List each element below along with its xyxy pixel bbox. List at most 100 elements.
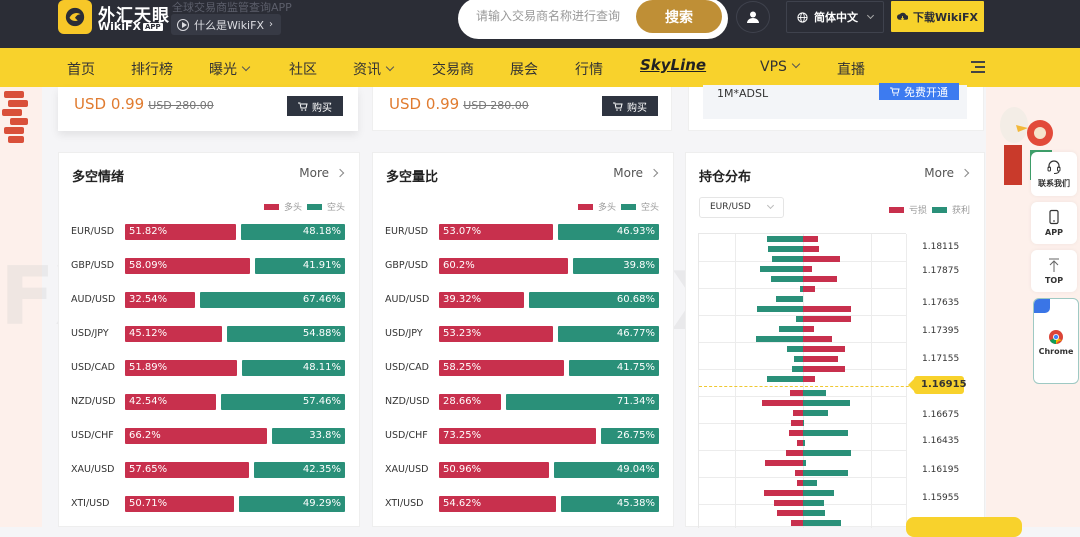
short-bar: 41.75%	[569, 360, 659, 376]
menu-icon[interactable]	[971, 61, 985, 73]
short-swatch	[620, 203, 636, 210]
nav-home[interactable]: 首页	[67, 62, 95, 78]
chrome-icon	[1049, 330, 1063, 345]
language-selector[interactable]: 简体中文	[786, 1, 884, 33]
grid-line	[906, 234, 907, 528]
position-bar	[768, 246, 803, 252]
ratio-row[interactable]: XTI/USD 54.62% 45.38%	[385, 495, 667, 513]
bottom-action-button[interactable]	[906, 517, 1022, 537]
ratio-row[interactable]: USD/JPY 45.12% 54.88%	[71, 325, 353, 343]
ratio-row[interactable]: NZD/USD 28.66% 71.34%	[385, 393, 667, 411]
app-button[interactable]: APP	[1031, 202, 1077, 244]
nav-community[interactable]: 社区	[289, 62, 317, 78]
grid-line	[699, 315, 906, 316]
ratio-row[interactable]: AUD/USD 32.54% 67.46%	[71, 291, 353, 309]
position-bar	[803, 430, 848, 436]
ratio-row[interactable]: USD/CHF 73.25% 26.75%	[385, 427, 667, 445]
ratio-row[interactable]: GBP/USD 58.09% 41.91%	[71, 257, 353, 275]
short-bar: 48.18%	[241, 224, 345, 240]
ratio-row[interactable]: XAU/USD 57.65% 42.35%	[71, 461, 353, 479]
search-input[interactable]	[476, 9, 636, 23]
more-label: More	[924, 166, 954, 180]
ratio-row[interactable]: XTI/USD 50.71% 49.29%	[71, 495, 353, 513]
ratio-row[interactable]: EUR/USD 53.07% 46.93%	[385, 223, 667, 241]
selected-pair: EUR/USD	[710, 202, 751, 212]
legend-short: 空头	[326, 203, 345, 213]
price-value: USD 0.99	[74, 95, 145, 113]
nav-brokers[interactable]: 交易商	[432, 62, 474, 78]
promo-price: USD 0.99 USD 280.00	[389, 95, 529, 113]
contact-us-button[interactable]: 联系我们	[1031, 152, 1077, 196]
app-badge: APP	[143, 23, 163, 31]
download-button[interactable]: 下载WikiFX	[891, 1, 984, 32]
legend-long: 多头	[283, 203, 302, 213]
pair-label: EUR/USD	[385, 226, 429, 237]
position-bar	[803, 236, 818, 242]
more-link[interactable]: More	[299, 166, 345, 180]
buy-button[interactable]: 购买	[602, 96, 658, 116]
long-bar: 53.23%	[439, 326, 553, 342]
nav-skyline[interactable]: SkyLine	[640, 56, 707, 74]
volume-ratio-card: 多空量比 More 多头 空头 EUR/USD 53.07% 46.93% GBP/U…	[372, 152, 674, 527]
nav-vps[interactable]: VPS	[760, 59, 801, 75]
pair-label: EUR/USD	[71, 226, 115, 237]
free-activate-button[interactable]: 免费开通	[879, 83, 959, 100]
short-bar: 26.75%	[601, 428, 659, 444]
wikifx-logo[interactable]	[58, 0, 92, 34]
chrome-label: Chrome	[1038, 347, 1074, 356]
long-bar: 54.62%	[439, 496, 556, 512]
pair-label: AUD/USD	[71, 294, 116, 305]
ratio-row[interactable]: XAU/USD 50.96% 49.04%	[385, 461, 667, 479]
position-bar	[765, 460, 803, 466]
nav-exposure[interactable]: 曝光	[209, 59, 251, 79]
app-label: APP	[1045, 228, 1063, 237]
position-bar	[803, 326, 814, 332]
pair-select[interactable]: EUR/USD	[699, 197, 784, 218]
vps-promo-card: USD 0.99 USD 280.00 购买	[58, 87, 358, 131]
position-bar	[803, 376, 815, 382]
top-label: TOP	[1044, 276, 1064, 285]
pair-label: USD/CAD	[385, 362, 429, 373]
chrome-extension-button[interactable]: Chrome	[1033, 298, 1079, 384]
pair-label: GBP/USD	[71, 260, 115, 271]
nav-news[interactable]: 资讯	[353, 59, 395, 79]
position-bar	[767, 236, 803, 242]
ratio-row[interactable]: USD/CAD 58.25% 41.75%	[385, 359, 667, 377]
card-title: 多空量比	[386, 170, 439, 185]
position-bar	[803, 420, 804, 426]
card-title: 持仓分布	[699, 170, 752, 185]
more-label: More	[613, 166, 643, 180]
search-button[interactable]: 搜索	[636, 0, 722, 33]
more-link[interactable]: More	[924, 166, 970, 180]
what-is-wikifx-link[interactable]: 什么是WikiFX ›	[171, 14, 281, 35]
nav-expo[interactable]: 展会	[510, 62, 538, 78]
grid-line	[735, 234, 736, 528]
nav-live[interactable]: 直播	[837, 62, 865, 78]
long-bar: 57.65%	[125, 462, 249, 478]
back-to-top-button[interactable]: TOP	[1031, 250, 1077, 292]
ratio-row[interactable]: NZD/USD 42.54% 57.46%	[71, 393, 353, 411]
position-bar	[803, 390, 826, 396]
buy-button[interactable]: 购买	[287, 96, 343, 116]
what-is-label: 什么是WikiFX	[194, 18, 264, 32]
pair-label: GBP/USD	[385, 260, 429, 271]
nav-vps-label: VPS	[760, 59, 787, 75]
ratio-row[interactable]: GBP/USD 60.2% 39.8%	[385, 257, 667, 275]
ratio-row[interactable]: EUR/USD 51.82% 48.18%	[71, 223, 353, 241]
position-bar	[774, 500, 803, 506]
ratio-row[interactable]: USD/JPY 53.23% 46.77%	[385, 325, 667, 343]
short-bar: 45.38%	[561, 496, 659, 512]
puzzle-icon	[1034, 299, 1050, 313]
ratio-row[interactable]: USD/CAD 51.89% 48.11%	[71, 359, 353, 377]
nav-market[interactable]: 行情	[575, 62, 603, 78]
pair-label: NZD/USD	[71, 396, 116, 407]
more-link[interactable]: More	[613, 166, 659, 180]
user-button[interactable]	[736, 1, 770, 33]
position-bar	[795, 470, 803, 476]
nav-ranking[interactable]: 排行榜	[131, 62, 173, 78]
short-bar: 67.46%	[200, 292, 345, 308]
ratio-row[interactable]: USD/CHF 66.2% 33.8%	[71, 427, 353, 445]
ratio-row[interactable]: AUD/USD 39.32% 60.68%	[385, 291, 667, 309]
position-bar	[803, 490, 834, 496]
position-bar	[794, 356, 803, 362]
